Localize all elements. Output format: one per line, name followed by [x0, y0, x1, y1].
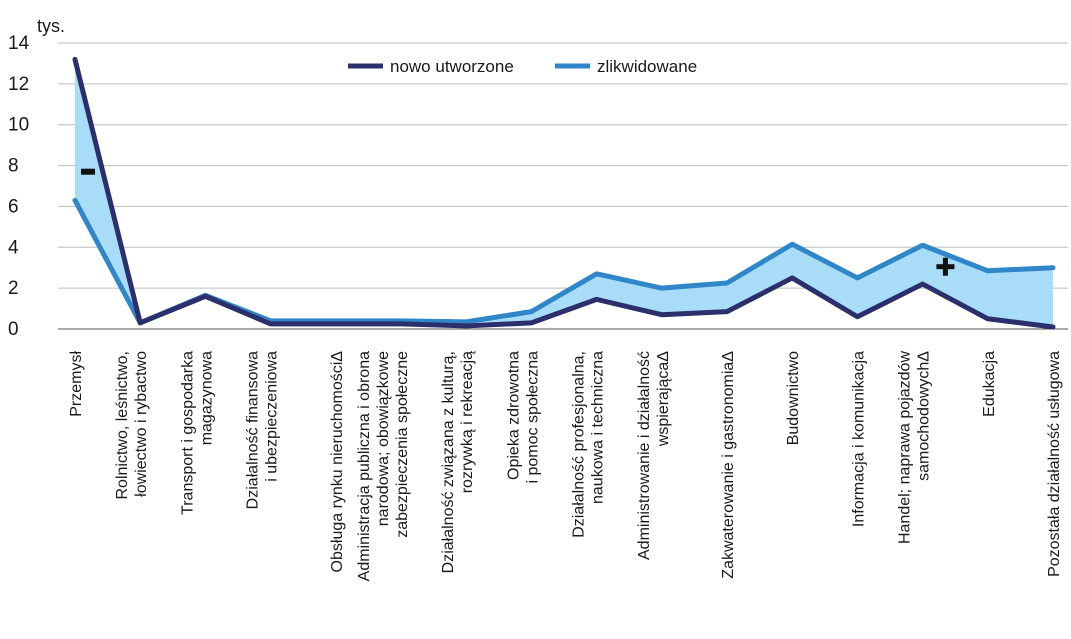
legend-label-new: nowo utworzone [390, 57, 514, 76]
y-tick-label: 14 [8, 33, 30, 54]
category-label: samochodowychΔ [916, 351, 933, 481]
y-tick-label: 6 [8, 196, 19, 217]
series-lines [72, 56, 1056, 330]
category-label: Transport i gospodarka [179, 351, 196, 515]
gridlines [58, 42, 1068, 330]
legend: nowo utworzone zlikwidowane [348, 57, 697, 76]
minus-sign [81, 168, 96, 175]
y-tick-label: 8 [8, 156, 19, 177]
category-label: i ubezpieczeniowa [264, 351, 281, 482]
category-label: i pomoc społeczna [524, 351, 541, 484]
category-label: Budownictwo [785, 351, 802, 445]
category-label: Rolnictwo, leśnictwo, [114, 351, 131, 500]
category-label: Opieka zdrowotna [505, 351, 522, 480]
category-label: Administracja publiczna i obrona [356, 351, 373, 581]
plus-sign-bar [942, 257, 948, 276]
y-tick-label: 12 [8, 74, 29, 95]
y-axis-ticks: 0 2 4 6 8 10 12 14 [8, 33, 30, 340]
category-label: Działalność profesjonalna, [571, 351, 588, 538]
y-tick-label: 2 [8, 278, 19, 299]
difference-area [75, 59, 1053, 327]
unit-label: tys. [37, 16, 65, 36]
annotations [81, 168, 955, 276]
y-tick-label: 10 [8, 115, 29, 136]
legend-label-closed: zlikwidowane [597, 57, 697, 76]
category-label: Informacja i komunikacja [850, 351, 867, 527]
category-label: narodowa; obowiązkowe [375, 351, 392, 526]
category-label: Handel; naprawa pojazdów [897, 351, 914, 544]
y-tick-label: 0 [8, 319, 19, 340]
category-label: magazynowa [198, 351, 215, 445]
plus-sign [936, 257, 955, 276]
category-label: Zakwaterowanie i gastronomiaΔ [720, 351, 737, 579]
category-label: Przemysł [68, 351, 85, 417]
category-label: Edukacja [981, 351, 998, 417]
category-label: zabezpieczenia społeczne [394, 351, 411, 538]
category-label: Obsługa rynku nieruchomościΔ [329, 351, 346, 573]
y-tick-label: 4 [8, 237, 19, 258]
category-label: naukowa i techniczna [590, 351, 607, 504]
series-line-new [72, 56, 1056, 330]
category-label: wspierającaΔ [655, 351, 672, 447]
x-axis-categories: Przemysł Rolnictwo, leśnictwo, łowiectwo i… [68, 351, 1063, 582]
category-label: Działalność związana z kulturą, [440, 351, 457, 573]
category-label: Działalność finansowa [245, 351, 262, 509]
category-label: Administrowanie i działalność [636, 351, 653, 560]
category-label: rozrywką i rekreacją [459, 351, 476, 493]
category-label: Pozostała działalność usługowa [1046, 351, 1063, 577]
category-label: łowiectwo i rybactwo [133, 351, 150, 497]
